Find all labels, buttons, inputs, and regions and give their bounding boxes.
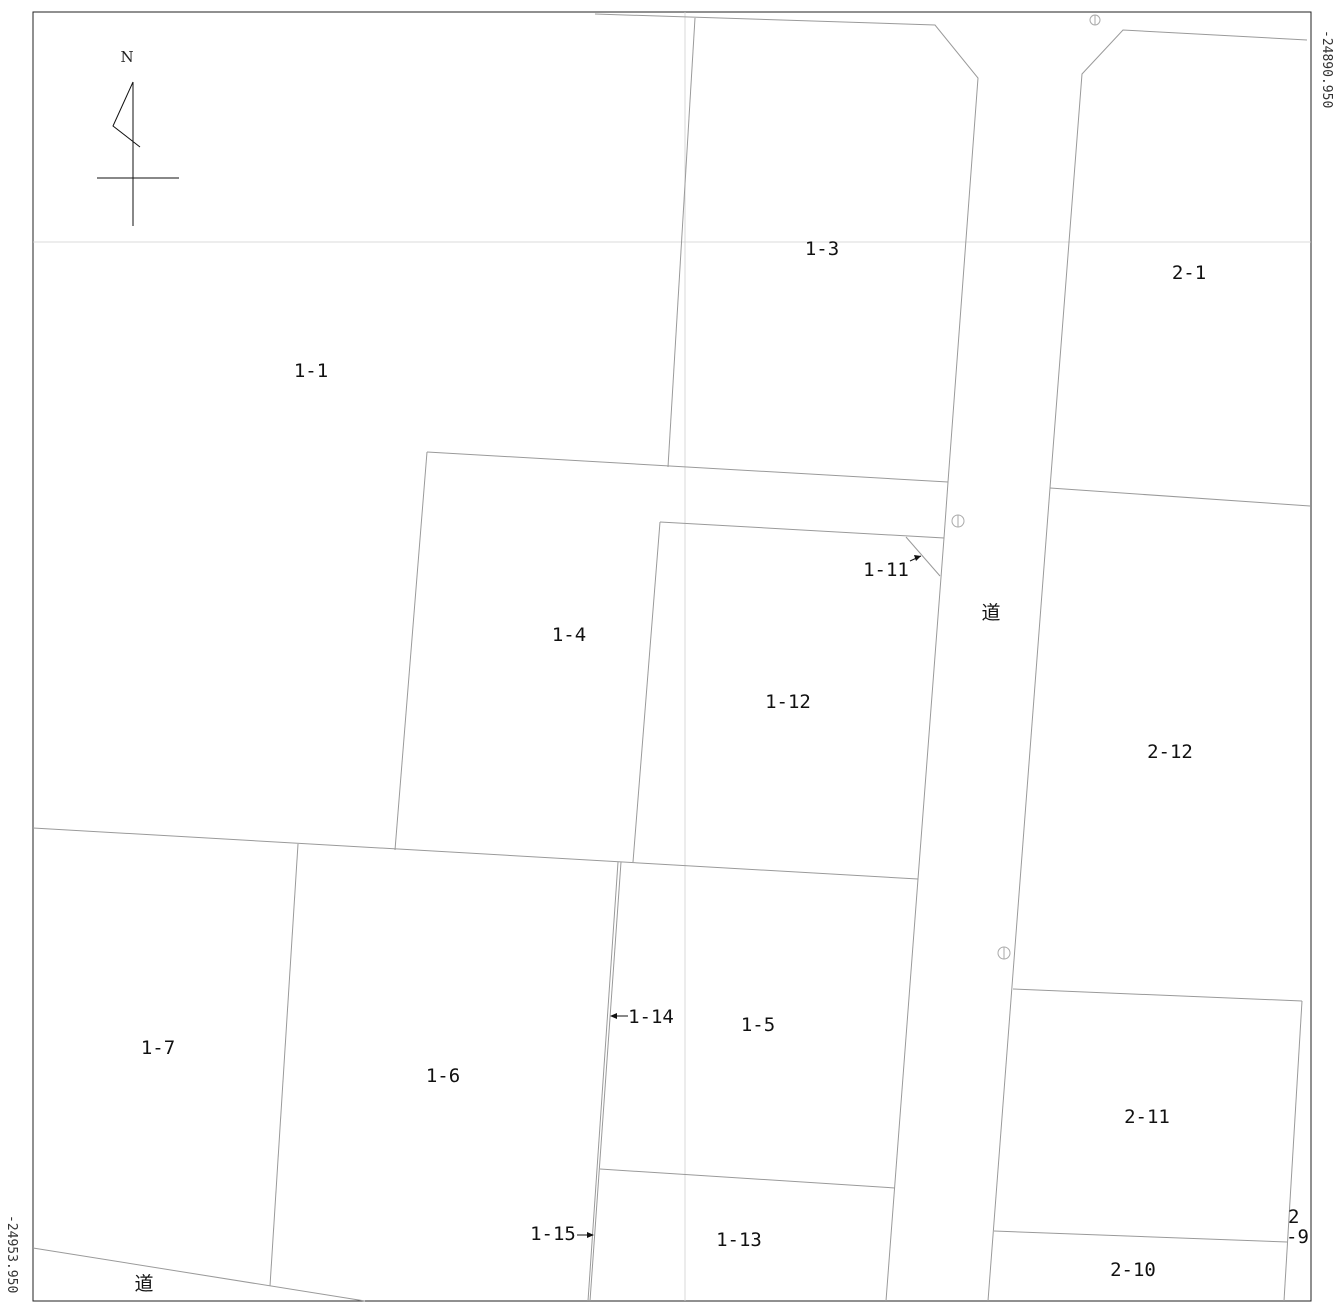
road-label: 道 xyxy=(134,1273,153,1295)
parcel-label-1-13: 1-13 xyxy=(716,1229,762,1251)
parcel-label-1-15: 1-15 xyxy=(530,1223,576,1245)
map-frame xyxy=(32,11,1312,1302)
road-label: 道 xyxy=(981,602,1000,624)
boundary-markers xyxy=(951,14,1101,960)
north-arrow-icon xyxy=(97,81,179,226)
north-label: N xyxy=(120,48,133,66)
parcel-label-1-6: 1-6 xyxy=(426,1065,460,1087)
coordinate-left-bottom: -24953.950 xyxy=(4,1215,19,1293)
parcel-label-2-9-line: -9 xyxy=(1286,1226,1309,1248)
parcel-label-2-1: 2-1 xyxy=(1172,262,1206,284)
parcel-label-2-11: 2-11 xyxy=(1124,1106,1170,1128)
coordinate-right-top: -24890.950 xyxy=(1319,30,1334,108)
parcel-label-2-9: 2 -9 xyxy=(1286,1206,1309,1248)
parcel-label-2-9-line: 2 xyxy=(1288,1206,1299,1228)
parcel-label-1-5: 1-5 xyxy=(741,1014,775,1036)
parcel-label-1-4: 1-4 xyxy=(552,624,586,646)
parcel-label-1-3: 1-3 xyxy=(805,238,839,260)
parcel-boundaries xyxy=(32,13,1311,1302)
parcel-label-1-1: 1-1 xyxy=(294,360,328,382)
parcel-label-1-7: 1-7 xyxy=(141,1037,175,1059)
parcel-label-1-12: 1-12 xyxy=(765,691,811,713)
parcel-label-2-12: 2-12 xyxy=(1147,741,1193,763)
parcel-label-2-10: 2-10 xyxy=(1110,1259,1156,1281)
parcel-label-1-11: 1-11 xyxy=(863,559,909,581)
leader-arrows xyxy=(577,555,922,1238)
parcel-label-1-14: 1-14 xyxy=(628,1006,674,1028)
